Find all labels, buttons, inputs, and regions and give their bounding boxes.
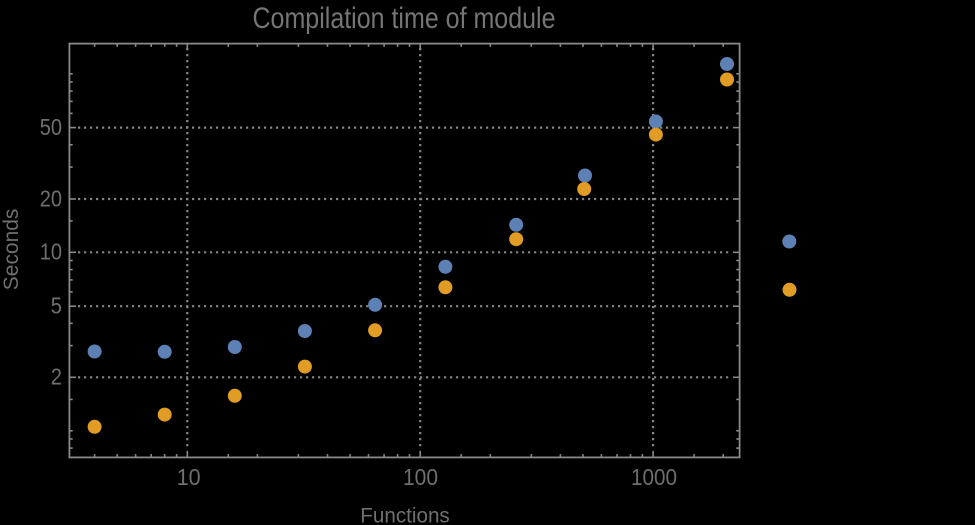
svg-text:20: 20 xyxy=(40,185,62,211)
svg-text:1000: 1000 xyxy=(631,464,677,490)
svg-text:Seconds: Seconds xyxy=(0,209,23,291)
svg-text:100: 100 xyxy=(403,464,438,490)
svg-text:10: 10 xyxy=(177,464,201,490)
svg-text:Functions: Functions xyxy=(360,504,450,525)
svg-text:5: 5 xyxy=(51,292,62,318)
svg-text:Compilation time of module: Compilation time of module xyxy=(253,2,556,35)
svg-text:10: 10 xyxy=(40,239,62,265)
svg-text:2: 2 xyxy=(51,364,62,390)
svg-text:50: 50 xyxy=(40,114,62,140)
